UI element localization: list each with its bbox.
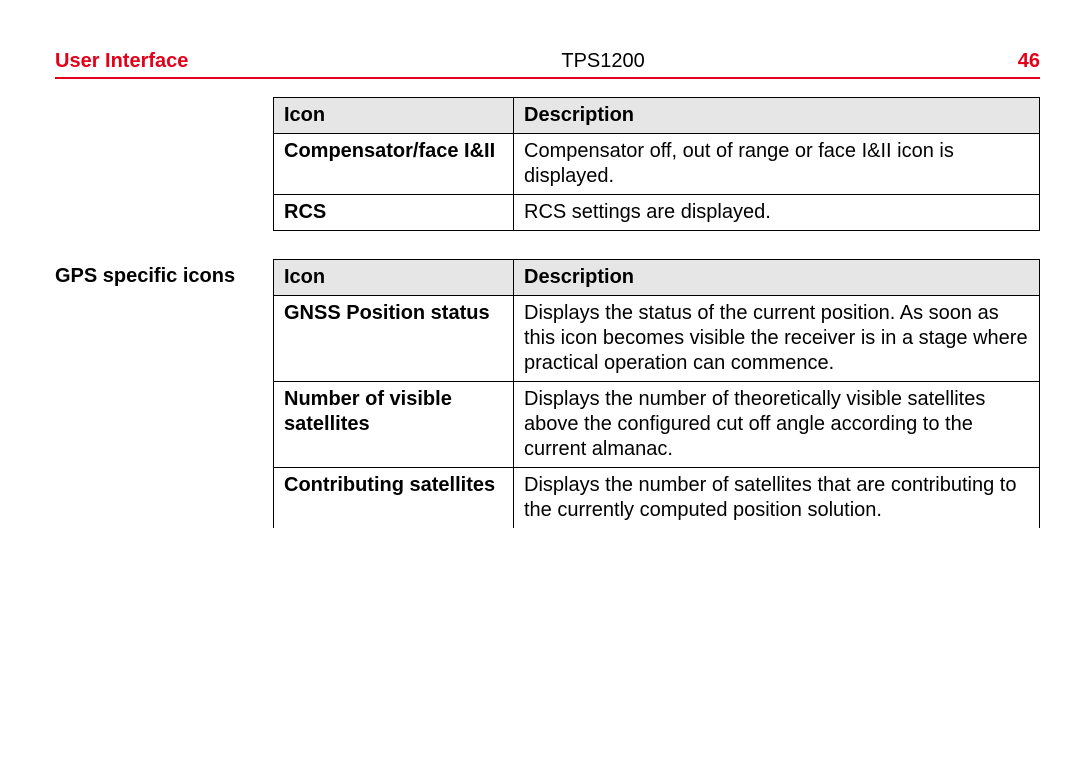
- page: User Interface TPS1200 46 Icon Descripti…: [0, 0, 1080, 766]
- section-label-blank: [55, 97, 273, 103]
- cell-description: Displays the number of theoretically vis…: [514, 382, 1040, 468]
- table-gps-icons: Icon Description GNSS Position status Di…: [273, 259, 1040, 528]
- col-header-description: Description: [514, 98, 1040, 134]
- table-header-row: Icon Description: [274, 260, 1040, 296]
- cell-icon: GNSS Position status: [274, 296, 514, 382]
- table-row: Compensator/face I&II Compensator off, o…: [274, 134, 1040, 195]
- cell-description: Displays the status of the current posit…: [514, 296, 1040, 382]
- header-section-title: User Interface: [55, 50, 188, 73]
- cell-icon: Number of visible satellites: [274, 382, 514, 468]
- section-label-gps: GPS specific icons: [55, 259, 273, 288]
- table-header-row: Icon Description: [274, 98, 1040, 134]
- table-gps-wrap: Icon Description GNSS Position status Di…: [273, 259, 1040, 528]
- table-row: Number of visible satellites Displays th…: [274, 382, 1040, 468]
- page-header: User Interface TPS1200 46: [55, 50, 1040, 79]
- col-header-description: Description: [514, 260, 1040, 296]
- col-header-icon: Icon: [274, 98, 514, 134]
- table-row: GNSS Position status Displays the status…: [274, 296, 1040, 382]
- col-header-icon: Icon: [274, 260, 514, 296]
- table-row: Contributing satellites Displays the num…: [274, 468, 1040, 529]
- table-continuation: Icon Description Compensator/face I&II C…: [273, 97, 1040, 231]
- cell-icon: RCS: [274, 195, 514, 231]
- header-page-number: 46: [1018, 50, 1040, 73]
- page-content: Icon Description Compensator/face I&II C…: [55, 97, 1040, 528]
- table-continuation-wrap: Icon Description Compensator/face I&II C…: [273, 97, 1040, 231]
- cell-icon: Contributing satellites: [274, 468, 514, 529]
- cell-description: Compensator off, out of range or face I&…: [514, 134, 1040, 195]
- section-continuation: Icon Description Compensator/face I&II C…: [55, 97, 1040, 231]
- cell-icon: Compensator/face I&II: [274, 134, 514, 195]
- cell-description: RCS settings are displayed.: [514, 195, 1040, 231]
- cell-description: Displays the number of satellites that a…: [514, 468, 1040, 529]
- section-gps-icons: GPS specific icons Icon Description GNSS…: [55, 259, 1040, 528]
- table-row: RCS RCS settings are displayed.: [274, 195, 1040, 231]
- header-model: TPS1200: [561, 50, 644, 73]
